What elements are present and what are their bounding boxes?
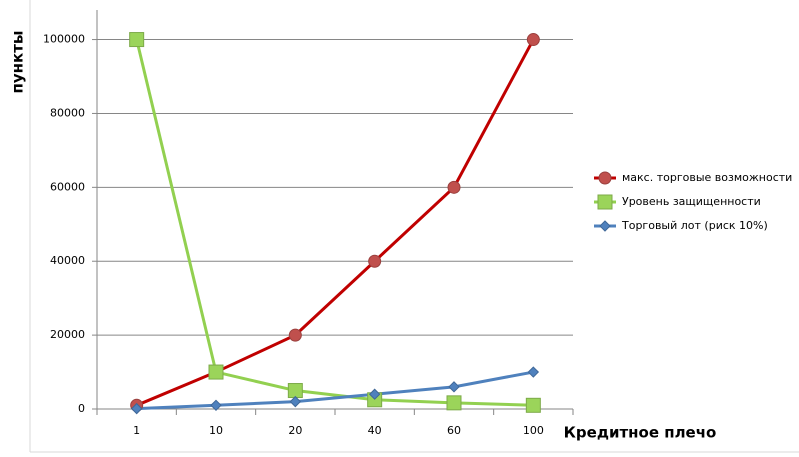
x-tick-label: 60 (447, 424, 461, 437)
data-point (448, 381, 460, 393)
data-point (447, 180, 461, 194)
data-point (288, 328, 302, 342)
data-point (208, 364, 224, 380)
legend-label: Торговый лот (риск 10%) (621, 219, 768, 232)
series-line (136, 370, 534, 411)
y-tick-label: 40000 (50, 254, 85, 267)
data-point (525, 397, 541, 413)
data-point (287, 383, 303, 399)
data-point (368, 254, 382, 268)
data-point (289, 395, 302, 408)
series-line (135, 39, 534, 407)
series-line (136, 38, 535, 407)
y-tick-label: 80000 (50, 106, 85, 119)
x-tick-label: 1 (133, 424, 140, 437)
data-point (526, 33, 540, 47)
legend-label: Уровень защищенности (622, 195, 761, 208)
x-tick-label: 100 (523, 424, 544, 437)
data-point (130, 402, 143, 415)
x-tick-label: 10 (209, 424, 223, 437)
x-axis-label: Кредитное плечо (564, 424, 717, 442)
legend-label: макс. торговые возможности (622, 171, 792, 184)
data-point (129, 32, 145, 48)
y-tick-label: 0 (78, 402, 85, 415)
data-point (210, 399, 222, 412)
legend-marker (597, 194, 613, 210)
y-tick-label: 20000 (50, 328, 85, 341)
y-tick-label: 100000 (43, 33, 85, 46)
legend-marker (598, 171, 612, 185)
data-point (527, 366, 540, 378)
data-point (368, 388, 381, 400)
x-tick-label: 20 (288, 424, 302, 437)
y-axis-label: пункты (9, 31, 27, 94)
y-tick-label: 60000 (50, 180, 85, 193)
legend-marker (599, 220, 611, 232)
x-tick-label: 40 (368, 424, 382, 437)
data-point (446, 395, 462, 411)
